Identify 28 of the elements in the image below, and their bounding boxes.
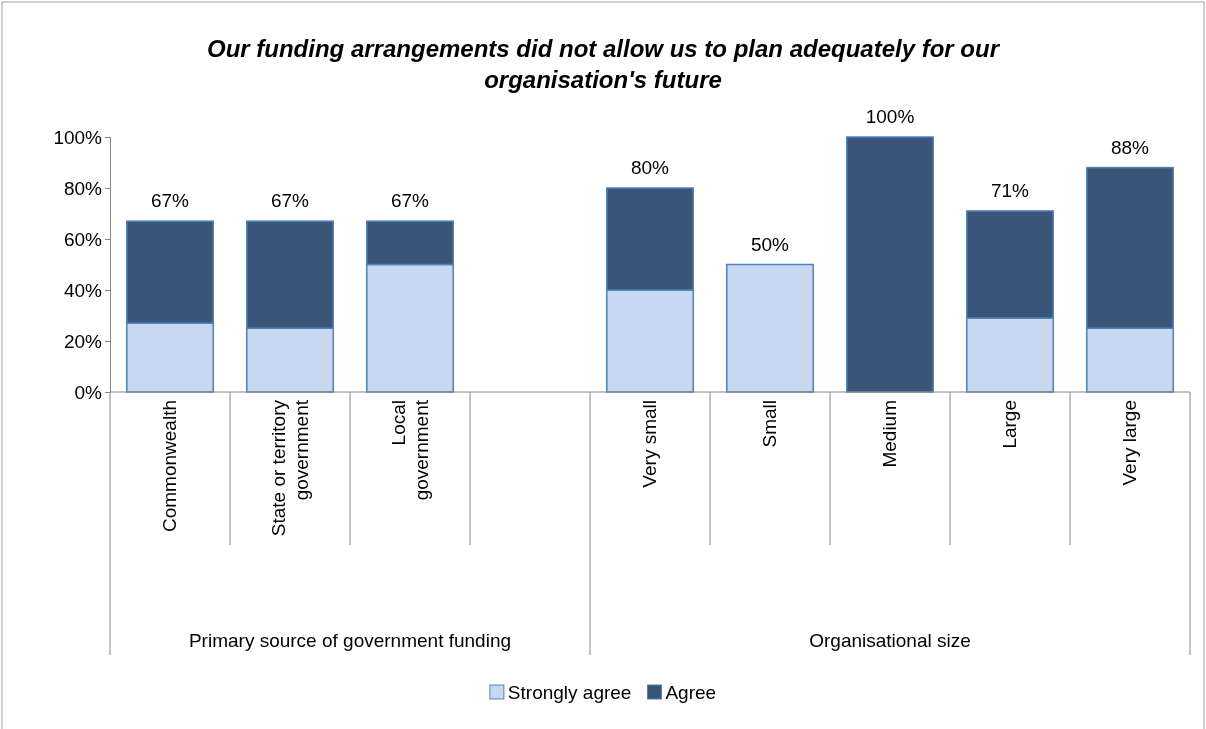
x-tick-label: State or territory government xyxy=(267,399,312,537)
total-label: 67% xyxy=(270,190,310,212)
total-label: 88% xyxy=(1110,136,1150,158)
y-tick-label: 80% xyxy=(63,177,103,199)
y-tick-label: 20% xyxy=(63,330,103,352)
text: Organisational size xyxy=(809,630,971,651)
x-tick-label: Very large xyxy=(1119,400,1140,486)
total-label: 67% xyxy=(390,190,430,212)
total-label: 50% xyxy=(750,233,790,255)
y-tick-label: 40% xyxy=(63,279,103,301)
x-tick-label: Commonwealth xyxy=(159,400,180,532)
legend-label: Strongly agree xyxy=(507,682,632,703)
x-tick-label: Large xyxy=(999,400,1020,449)
y-tick-label: 0% xyxy=(74,381,103,403)
legend-label: Agree xyxy=(665,682,717,703)
total-label: 80% xyxy=(630,157,670,178)
total-label: 100% xyxy=(865,106,915,127)
total-label: 71% xyxy=(990,179,1030,201)
x-tick-label: Small xyxy=(759,400,780,448)
x-tick-label: Very small xyxy=(639,400,660,488)
x-tick-label: Medium xyxy=(879,400,900,468)
y-tick-label: 60% xyxy=(63,228,103,250)
bar xyxy=(726,263,814,393)
chart-title: Our funding arrangements did not allow us to plan adequately for our organisation's future xyxy=(206,35,1001,93)
bar xyxy=(846,136,934,393)
text: Primary source of government funding xyxy=(188,630,512,651)
total-label: 67% xyxy=(150,190,190,212)
y-tick-label: 100% xyxy=(53,126,103,148)
